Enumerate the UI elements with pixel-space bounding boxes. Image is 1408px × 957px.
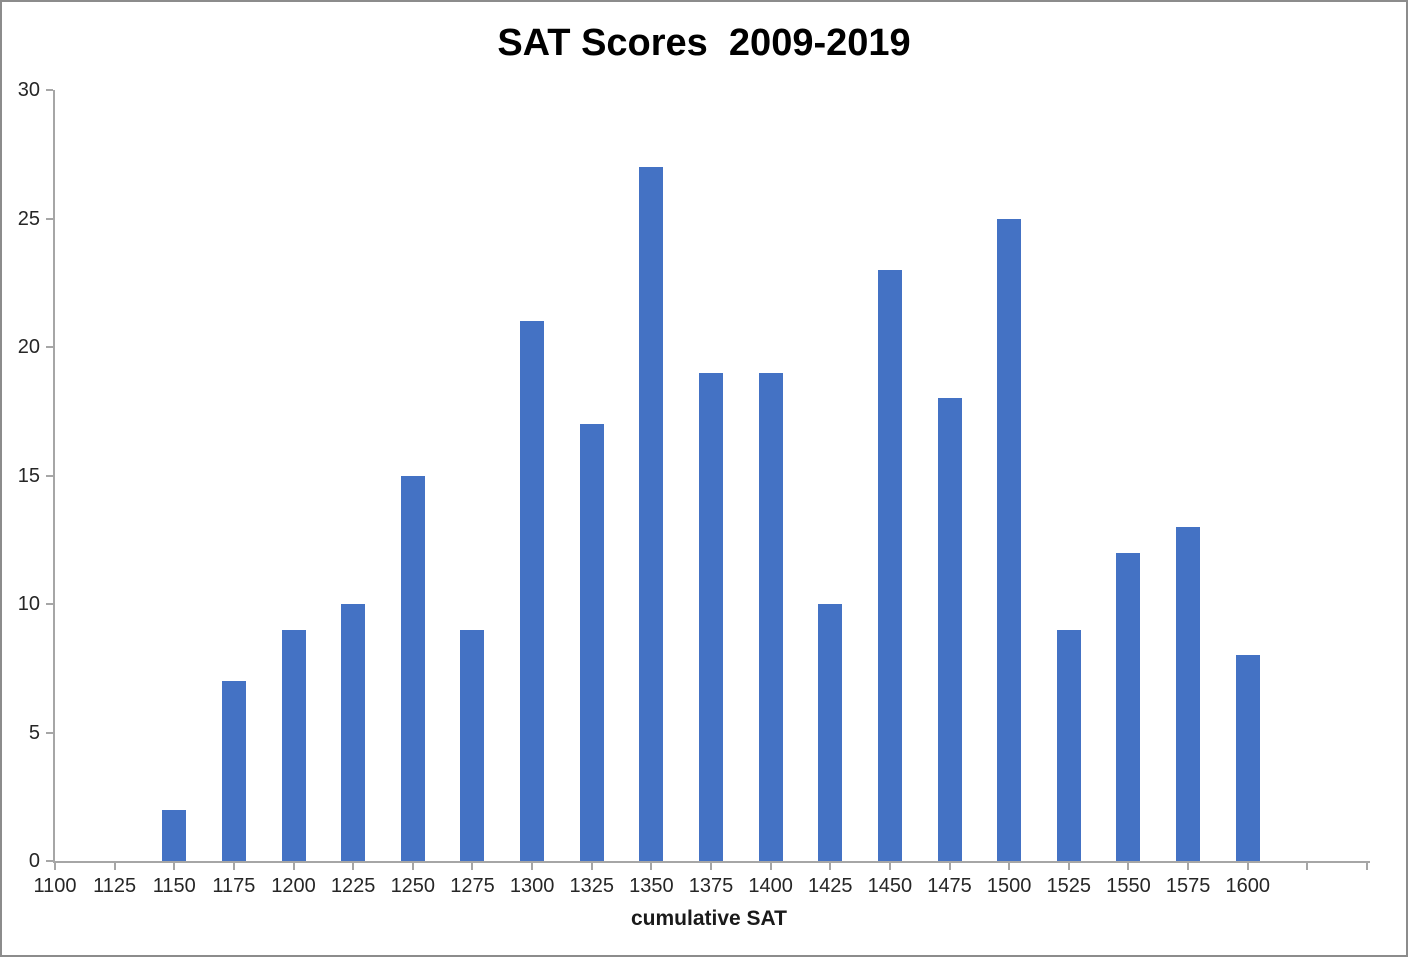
x-tick-label: 1450 [867,875,913,897]
bar [997,218,1022,861]
x-tick [352,863,355,870]
x-tick-label: 1575 [1165,875,1211,897]
x-tick [1067,863,1070,870]
bar [699,372,723,861]
bar [579,424,604,861]
bar [1176,526,1201,861]
y-tick-label: 15 [17,464,40,487]
x-tick [650,863,653,870]
x-tick [1246,863,1249,870]
x-tick-label: 1275 [450,875,495,897]
bar [1235,655,1260,861]
x-tick-label: 1350 [629,875,674,897]
y-tick-label: 25 [17,207,40,230]
x-tick [1366,863,1368,870]
y-tick [46,603,53,605]
x-tick-label: 1225 [330,875,376,897]
x-tick [1127,863,1130,870]
bar [221,681,246,861]
y-tick-label: 30 [17,79,40,101]
bar [758,372,783,861]
x-tick [113,863,116,870]
x-tick-label: 1200 [271,875,316,897]
x-tick-label: 1400 [748,875,793,897]
x-tick [173,863,176,870]
bar [341,604,366,861]
x-tick [471,863,474,870]
bar [818,604,843,861]
y-tick [46,731,53,734]
bar [639,167,664,861]
x-tick-label: 1525 [1046,875,1092,897]
y-tick [46,217,53,220]
bar [1056,629,1081,861]
x-tick-label: 1600 [1225,875,1270,897]
x-tick-label: 1475 [927,875,972,897]
x-tick-label: 1100 [33,875,77,897]
y-tick-label: 5 [28,721,40,744]
x-tick [769,863,772,870]
y-tick-label: 0 [28,850,40,872]
x-tick-label: 1375 [688,875,734,897]
x-tick [54,863,56,870]
x-tick-label: 1550 [1106,875,1151,897]
chart-title: SAT Scores 2009-2019 [497,22,911,64]
bar [1116,552,1141,861]
x-tick [411,863,414,870]
bar [460,629,485,861]
x-tick [590,863,593,870]
y-tick [46,89,53,91]
y-tick [46,860,53,862]
bar [281,629,306,861]
x-tick [888,863,891,870]
x-axis-title: cumulative SAT [631,907,787,930]
bar [520,321,545,861]
x-tick-label: 1175 [212,875,256,897]
bar [400,475,425,861]
bar [937,398,962,861]
x-tick [292,863,295,870]
x-tick [232,863,235,870]
y-tick-label: 10 [17,593,40,615]
y-tick-label: 20 [17,336,40,358]
bar [162,809,187,861]
x-tick [1008,863,1011,870]
x-tick-label: 1150 [152,875,196,897]
bar [877,269,902,861]
x-tick [710,863,712,870]
x-tick-label: 1300 [509,875,555,897]
x-axis-line [53,861,1370,863]
x-tick [531,863,534,870]
x-tick-label: 1500 [986,875,1032,897]
x-tick [1187,863,1190,870]
x-tick-label: 1325 [569,875,614,897]
x-tick-label: 1250 [390,875,436,897]
x-tick [1306,863,1309,870]
x-tick [948,863,951,870]
x-tick-label: 1125 [93,875,137,897]
y-tick [46,474,53,477]
y-axis-line [53,90,55,863]
x-tick-label: 1425 [808,875,853,897]
y-tick [46,346,53,348]
x-tick [829,863,832,870]
